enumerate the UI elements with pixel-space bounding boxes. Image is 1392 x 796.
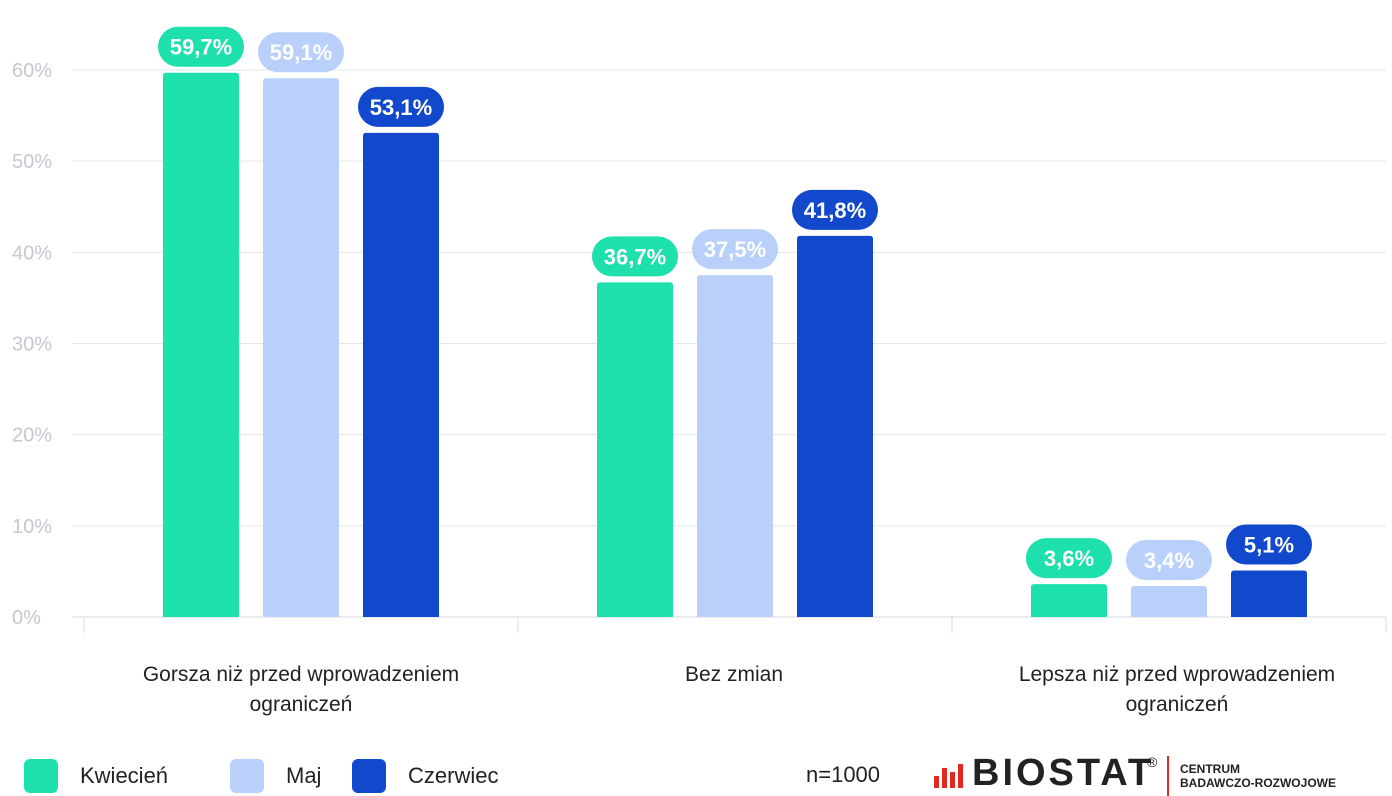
- y-tick-label: 20%: [12, 425, 52, 447]
- y-tick-label: 60%: [12, 60, 52, 82]
- bar: [163, 72, 239, 618]
- category-label-line: Lepsza niż przed wprowadzeniem: [1018, 663, 1336, 686]
- y-axis-tick-labels: 0% 10% 20% 30% 40% 50% 60%: [12, 60, 52, 629]
- data-label: 59,1%: [270, 40, 332, 65]
- data-label: 36,7%: [604, 244, 666, 269]
- logo-bars-icon: [934, 764, 963, 788]
- legend-swatch: [24, 759, 58, 793]
- data-labels: 59,7% 59,1% 53,1% 36,7% 37,5% 41,8% 3,6% 3,4% 5,…: [158, 26, 1312, 581]
- category-label-line: ograniczeń: [249, 693, 353, 716]
- data-label: 53,1%: [370, 95, 432, 120]
- category-label-line: Bez zmian: [684, 663, 784, 686]
- y-tick-label: 40%: [12, 242, 52, 264]
- sample-size-note: n=1000: [806, 762, 881, 787]
- data-label-pill: [792, 189, 878, 230]
- legend-label: Maj: [286, 763, 322, 788]
- data-label: 3,4%: [1144, 548, 1194, 573]
- y-tick-label: 30%: [12, 334, 52, 356]
- data-label: 37,5%: [704, 237, 766, 262]
- bar: [1131, 586, 1207, 617]
- logo-subtitle-line: CENTRUM: [1180, 762, 1240, 776]
- bar: [597, 282, 673, 617]
- data-label-pill: [158, 26, 244, 67]
- category-label-gorsza: Gorsza niż przed wprowadzeniem ogranicze…: [101, 660, 501, 720]
- bar: [1231, 570, 1307, 617]
- category-label-line: Gorsza niż przed wprowadzeniem: [142, 663, 460, 686]
- y-tick-label: 50%: [12, 151, 52, 173]
- data-label-pill: [692, 229, 778, 270]
- bar: [363, 132, 439, 617]
- data-label: 3,6%: [1044, 546, 1094, 571]
- logo-subtitle: CENTRUM BADAWCZO-ROZWOJOWE: [1180, 762, 1336, 790]
- logo-registered-mark: ®: [1147, 754, 1158, 770]
- category-label-lepsza: Lepsza niż przed wprowadzeniem ogranicze…: [977, 660, 1377, 720]
- data-label-pill: [592, 236, 678, 277]
- data-label: 5,1%: [1244, 533, 1294, 558]
- y-tick-label: 10%: [12, 516, 52, 538]
- logo-divider: [1167, 756, 1169, 796]
- data-label-pill: [1126, 540, 1212, 581]
- y-tick-label: 0%: [12, 607, 41, 629]
- legend-label: Kwiecień: [80, 763, 169, 788]
- bar-chart: 0% 10% 20% 30% 40% 50% 60% 59,7% 59,1% 53,1% 36,7…: [12, 26, 1387, 633]
- logo-wordmark: BIOSTAT: [972, 752, 1155, 794]
- data-label-pill: [258, 32, 344, 73]
- bar: [1031, 584, 1107, 617]
- legend-item-czerwiec: Czerwiec: [352, 758, 498, 794]
- legend-label: Czerwiec: [408, 763, 499, 788]
- data-label-pill: [1026, 538, 1112, 579]
- category-label-line: ograniczeń: [1125, 693, 1229, 716]
- data-label: 41,8%: [804, 198, 866, 223]
- legend-item-kwiecien: Kwiecień: [24, 758, 168, 794]
- data-label: 59,7%: [170, 35, 232, 60]
- bar: [263, 78, 339, 617]
- data-label-pill: [358, 86, 444, 127]
- bar: [697, 275, 773, 617]
- bars: [163, 72, 1307, 618]
- legend-item-maj: Maj: [230, 758, 321, 794]
- legend-swatch: [230, 759, 264, 793]
- bar: [797, 235, 873, 617]
- data-label-pill: [1226, 524, 1312, 565]
- category-label-bez-zmian: Bez zmian: [534, 660, 934, 690]
- legend-swatch: [352, 759, 386, 793]
- logo-subtitle-line: BADAWCZO-ROZWOJOWE: [1180, 776, 1336, 790]
- x-axis: [72, 616, 1387, 633]
